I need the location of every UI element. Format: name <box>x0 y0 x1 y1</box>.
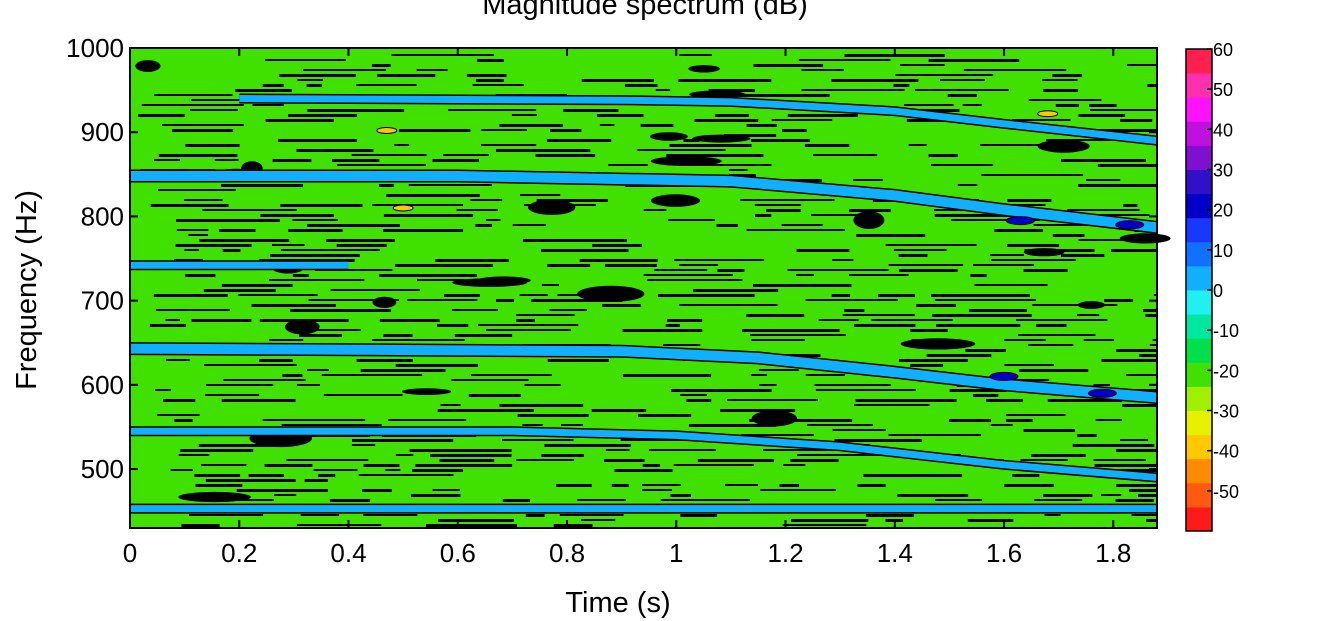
hot-spot <box>376 127 398 134</box>
colorbar-swatch <box>1186 97 1212 122</box>
x-tick-label: 0.2 <box>221 538 257 568</box>
y-tick-label: 500 <box>81 454 124 484</box>
x-axis-title: Time (s) <box>565 587 670 619</box>
colorbar-swatch <box>1186 169 1212 195</box>
colorbar-swatch <box>1186 458 1212 484</box>
harmonic-track <box>239 95 1158 145</box>
colorbar-swatch <box>1186 265 1212 291</box>
y-axis: 500 600 700 800 900 1000 <box>66 33 1157 484</box>
colorbar-swatch <box>1186 410 1212 436</box>
y-tick-label: 800 <box>81 201 124 231</box>
colorbar-tick-label: 10 <box>1213 241 1233 261</box>
colorbar-tick-label: 50 <box>1213 80 1233 100</box>
harmonic-track <box>130 427 1158 481</box>
colorbar-swatch <box>1186 506 1212 532</box>
hot-spot <box>392 204 414 212</box>
hot-spot <box>1005 216 1035 226</box>
colorbar-swatch <box>1186 49 1212 74</box>
x-tick-label: 0.8 <box>549 538 585 568</box>
colorbar-swatch <box>1186 73 1212 98</box>
spectrogram-background <box>130 48 1157 528</box>
colorbar-swatch <box>1186 193 1212 219</box>
x-tick-label: 1.6 <box>986 538 1022 568</box>
hot-spot <box>989 371 1019 381</box>
plot-frame <box>129 47 1158 529</box>
colorbar-tick-label: -30 <box>1213 402 1239 422</box>
hot-spot <box>1037 110 1059 118</box>
colorbar-tick-label: 30 <box>1213 161 1233 181</box>
colorbar-tick-label: 20 <box>1213 201 1233 221</box>
colorbar-tick-label: 60 <box>1213 40 1233 60</box>
colorbar-tick-label: 0 <box>1213 281 1223 301</box>
colorbar-tick-label: -10 <box>1213 321 1239 341</box>
x-axis: 0 0.2 0.4 0.6 0.8 1 1.2 1.4 1.6 1.8 <box>123 48 1131 568</box>
colorbar-swatch <box>1186 314 1212 339</box>
x-tick-label: 0.4 <box>330 538 366 568</box>
harmonic-tracks <box>129 93 1158 514</box>
colorbar-swatch <box>1186 386 1212 411</box>
colorbar-swatch <box>1186 362 1212 387</box>
colorbar-tick-label: -50 <box>1213 482 1239 502</box>
x-tick-label: 1.8 <box>1095 538 1131 568</box>
plot-area <box>129 47 1171 529</box>
y-tick-label: 600 <box>81 370 124 400</box>
colorbar-swatch <box>1186 482 1212 508</box>
harmonic-track <box>129 343 1158 403</box>
colorbar-swatch <box>1186 145 1212 170</box>
colorbar-swatch <box>1186 338 1212 363</box>
y-axis-title: Frequency (Hz) <box>11 190 43 390</box>
x-tick-label: 0.6 <box>440 538 476 568</box>
y-tick-label: 900 <box>81 117 124 147</box>
x-tick-label: 1.2 <box>767 538 803 568</box>
colorbar-tick-label: -40 <box>1213 442 1239 462</box>
colorbar-tick-label: -20 <box>1213 361 1239 381</box>
colorbar-swatch <box>1186 290 1212 315</box>
colorbar-swatch <box>1186 217 1212 243</box>
y-tick-label: 1000 <box>66 33 124 63</box>
harmonic-track <box>130 171 1158 233</box>
x-tick-label: 1.4 <box>877 538 913 568</box>
colorbar-swatch <box>1186 434 1212 460</box>
colorbar-swatch <box>1186 121 1212 146</box>
x-tick-label: 0 <box>123 538 137 568</box>
y-tick-label: 700 <box>81 286 124 316</box>
hot-spot <box>1115 220 1145 230</box>
chart-title: Magnitude spectrum (dB) <box>482 0 808 21</box>
colorbar-swatch <box>1186 241 1212 267</box>
colorbar: 60 50 40 30 20 10 0 -10 -20 -30 -40 -50 <box>1185 40 1239 532</box>
hot-spot <box>1087 388 1117 398</box>
colorbar-tick-label: 40 <box>1213 120 1233 140</box>
x-tick-label: 1 <box>669 538 683 568</box>
